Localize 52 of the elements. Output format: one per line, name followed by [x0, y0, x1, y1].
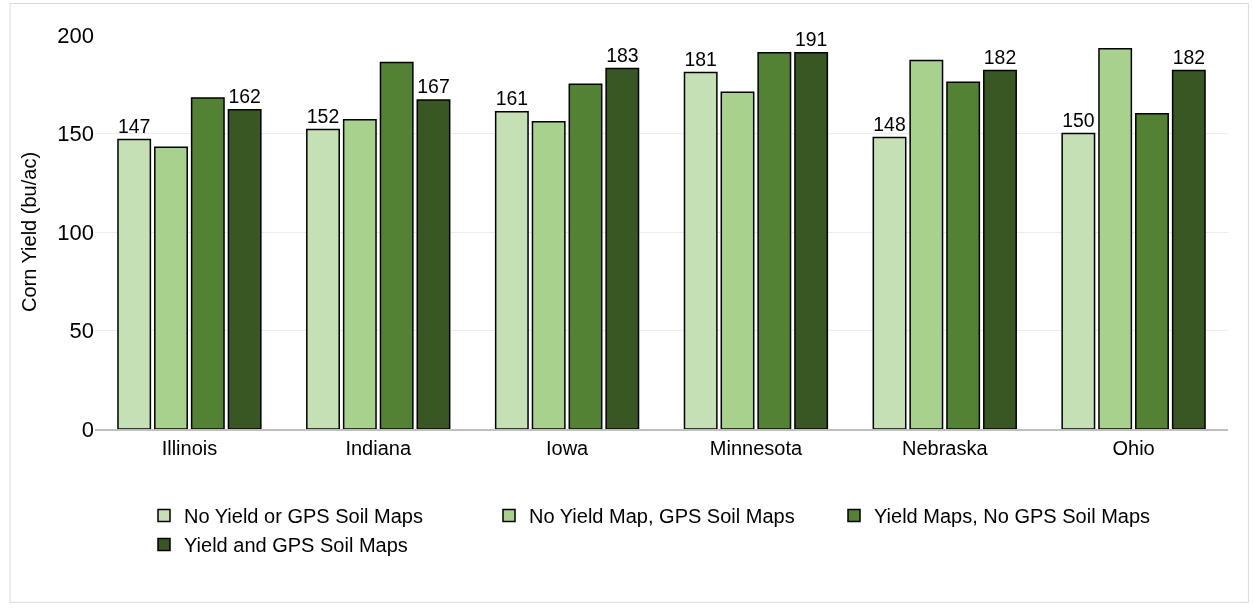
x-tick-label: Indiana — [345, 436, 412, 459]
data-label: 181 — [684, 47, 717, 70]
bar — [416, 99, 451, 429]
bar — [757, 51, 792, 429]
bar — [605, 67, 640, 429]
x-tick-label: Ohio — [1112, 436, 1155, 459]
bar — [154, 146, 188, 429]
data-label: 182 — [983, 45, 1017, 68]
data-label: 167 — [417, 75, 450, 98]
data-label: 148 — [873, 112, 906, 135]
data-label: 150 — [1062, 108, 1095, 131]
bar — [1171, 69, 1206, 429]
data-label: 161 — [495, 86, 529, 109]
y-tick-label: 50 — [69, 318, 94, 344]
data-label: 191 — [794, 27, 828, 50]
bar — [190, 97, 225, 429]
legend-label: Yield and GPS Soil Maps — [184, 534, 408, 557]
bar — [494, 111, 529, 429]
data-label: 183 — [606, 43, 639, 66]
x-tick-label: Iowa — [545, 436, 590, 459]
bar — [531, 120, 566, 429]
bar — [946, 81, 981, 429]
bar — [227, 109, 262, 429]
bar — [379, 61, 414, 429]
bar — [794, 51, 829, 429]
data-label: 182 — [1172, 45, 1206, 68]
bar — [117, 138, 152, 429]
bar — [568, 83, 603, 429]
legend-label: No Yield or GPS Soil Maps — [184, 505, 423, 528]
bar — [1098, 48, 1133, 429]
y-tick-label: 0 — [81, 416, 94, 442]
y-tick-label: 100 — [57, 219, 94, 245]
bar — [909, 59, 944, 429]
x-tick-label: Nebraska — [901, 436, 989, 459]
x-tick-label: Illinois — [161, 436, 218, 459]
legend-label: Yield Maps, No GPS Soil Maps — [874, 505, 1151, 528]
bar — [683, 71, 718, 429]
bar — [983, 69, 1017, 429]
y-axis-title: Corn Yield (bu/ac) — [17, 151, 40, 313]
bar — [306, 128, 340, 429]
y-tick-label: 200 — [57, 22, 94, 48]
data-label: 162 — [228, 84, 261, 107]
data-label: 147 — [117, 114, 151, 137]
bar — [720, 91, 755, 429]
bar — [1135, 113, 1169, 429]
bar — [872, 136, 907, 429]
x-tick-label: Minnesota — [709, 436, 803, 459]
y-tick-label: 150 — [57, 121, 94, 147]
legend-label: No Yield Map, GPS Soil Maps — [529, 505, 795, 528]
bar — [1061, 132, 1096, 429]
bar — [342, 118, 377, 429]
data-label: 152 — [306, 104, 340, 127]
